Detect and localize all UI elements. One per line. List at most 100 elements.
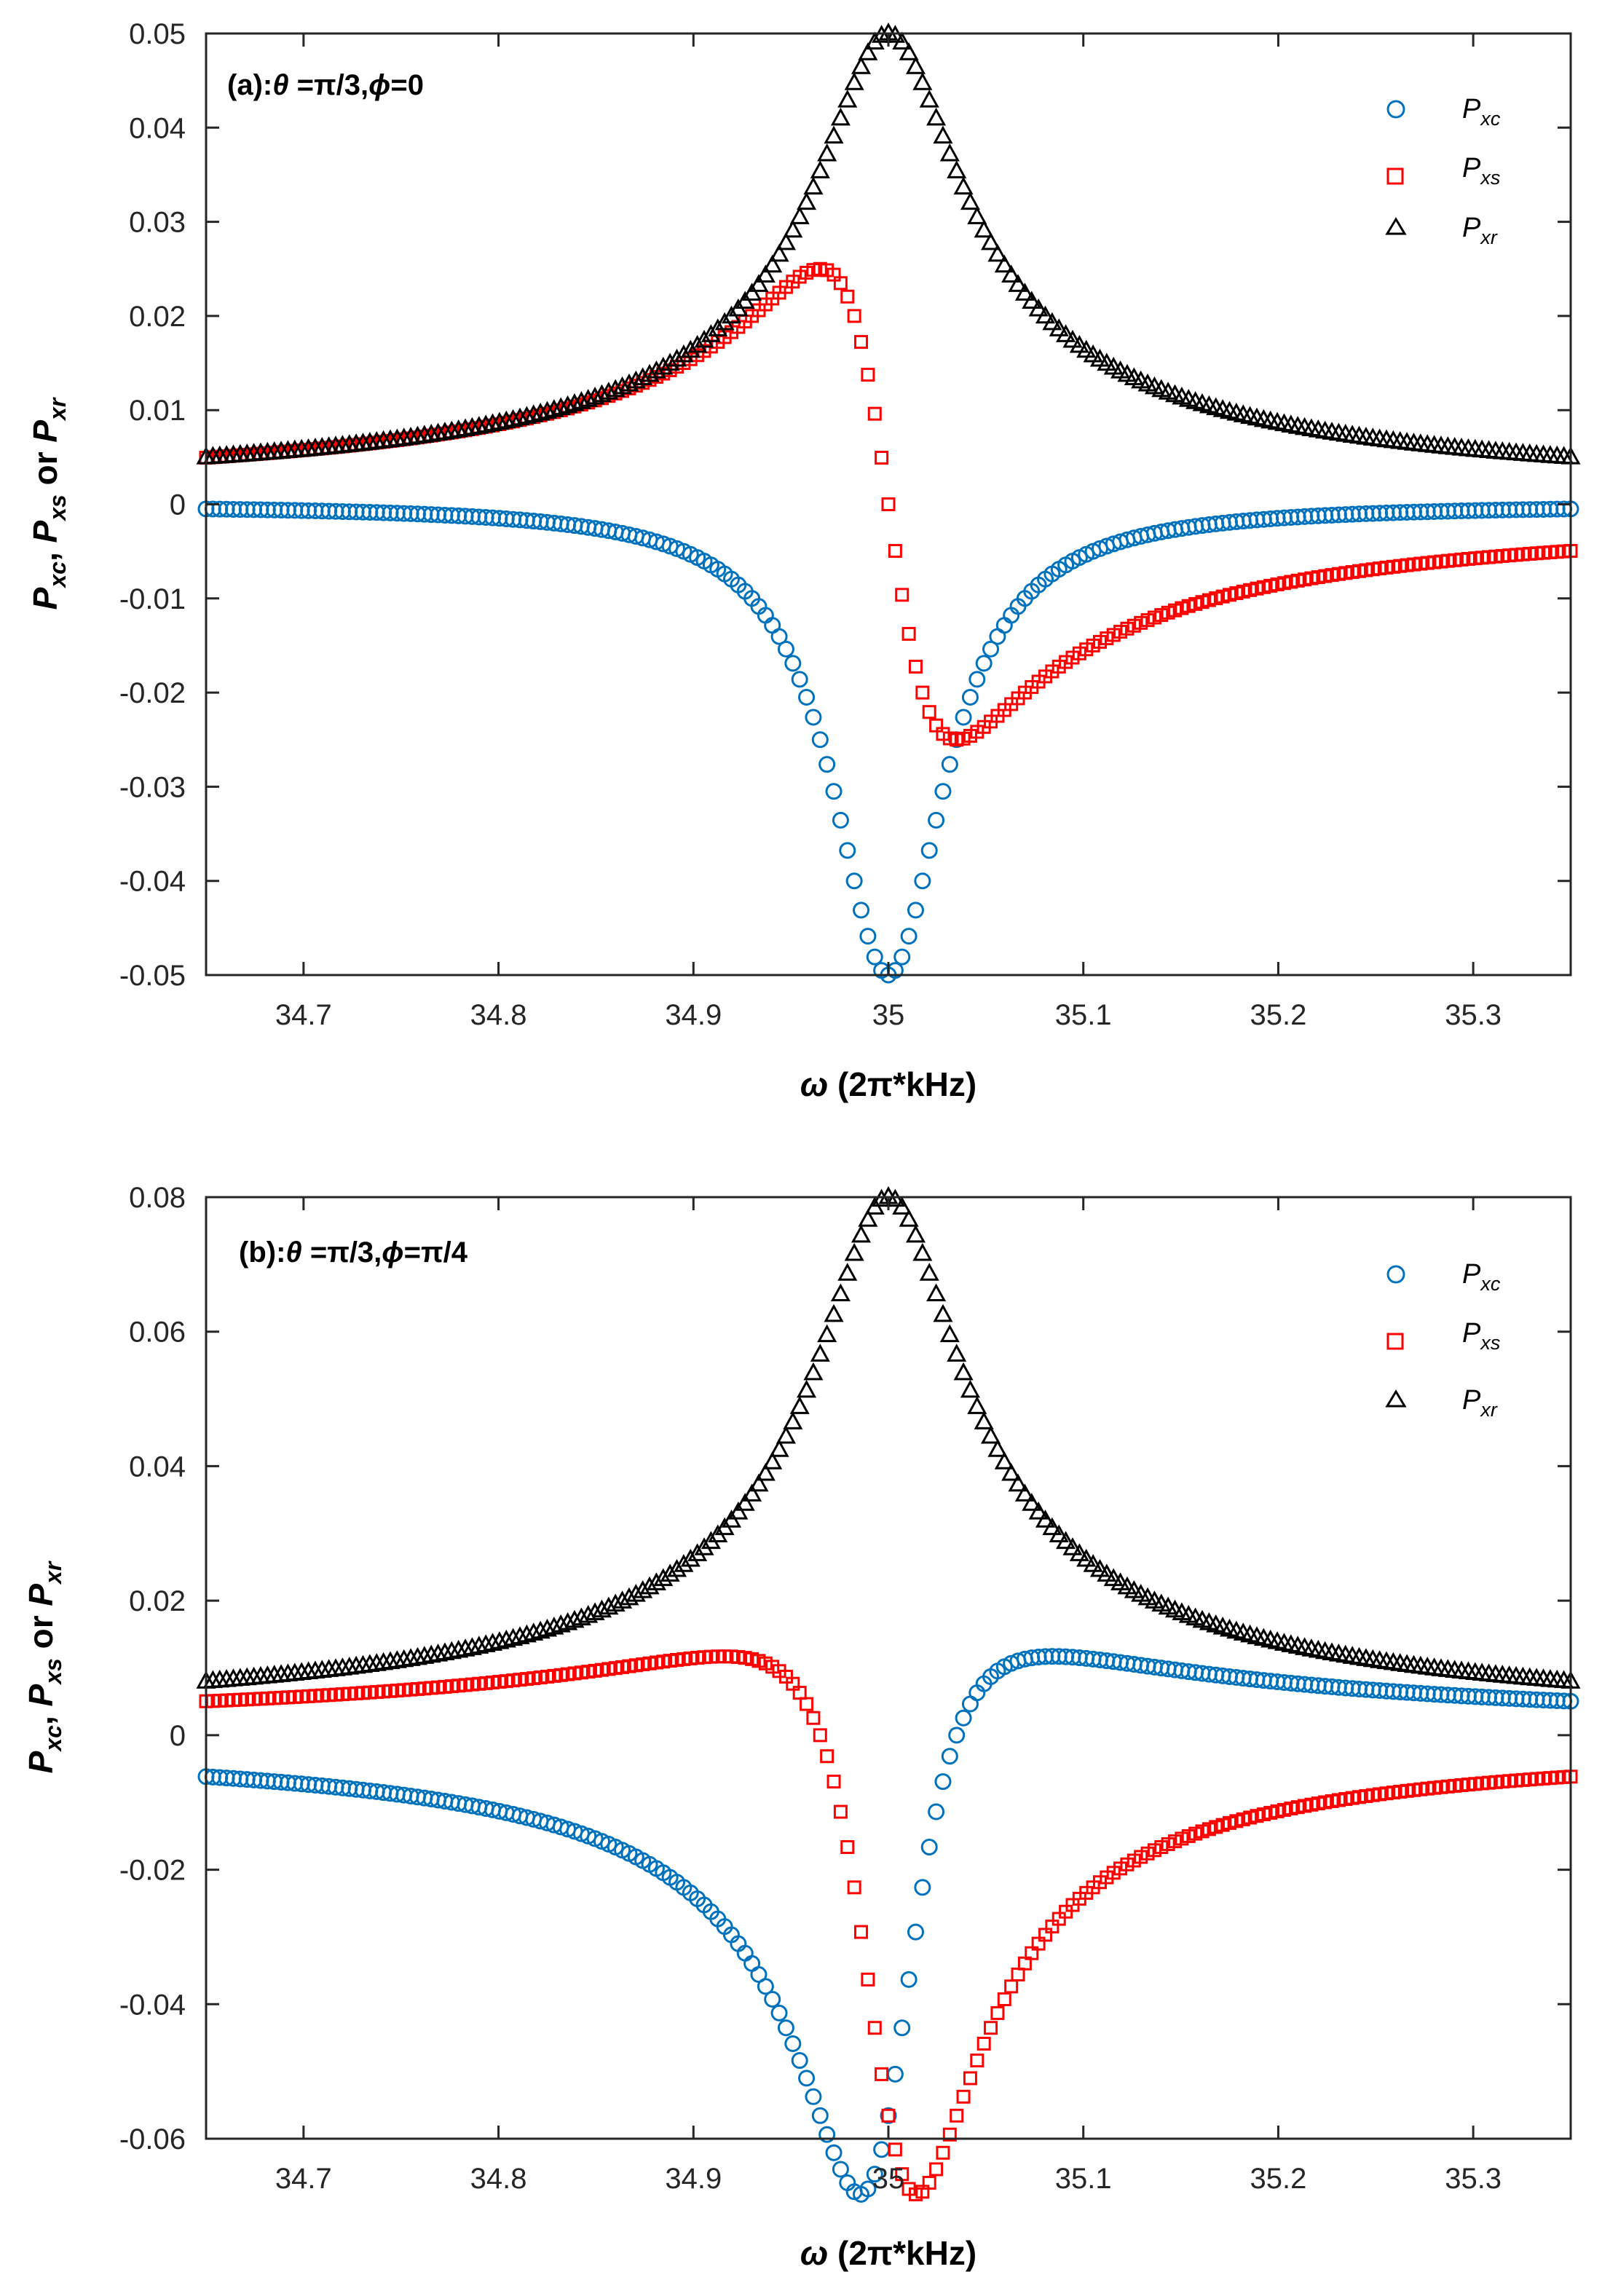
legend-entry-pxs: Pxs (1386, 153, 1500, 189)
y-tick-label: -0.06 (119, 2123, 186, 2155)
data-point-pxr (489, 411, 510, 430)
series-pxs (199, 1649, 1578, 2201)
series-pxc (197, 1648, 1579, 2203)
data-point-pxr (1069, 334, 1089, 353)
data-point-pxr (1001, 1462, 1022, 1481)
data-point-pxc (832, 811, 849, 829)
data-point-pxs (915, 685, 930, 700)
data-point-pxr (912, 72, 933, 90)
panel-b-legend: Pxc Pxs Pxr (1385, 1259, 1501, 1421)
legend-marker-triangle (1385, 1389, 1407, 1408)
data-point-pxc (825, 2144, 843, 2161)
data-point-pxc (873, 2141, 891, 2158)
data-point-pxr (1097, 1563, 1117, 1582)
data-point-pxs (813, 1728, 827, 1743)
data-point-pxr (755, 1462, 776, 1481)
data-point-pxr (612, 376, 633, 395)
data-point-pxr (926, 1283, 947, 1302)
data-point-pxs (854, 1925, 869, 1939)
y-tick-label: -0.04 (119, 866, 186, 898)
data-point-pxc (764, 1990, 781, 2008)
panel-a-series (196, 22, 1581, 984)
data-point-pxr (762, 254, 783, 273)
data-point-pxc (975, 655, 993, 672)
data-point-pxr (803, 1362, 824, 1381)
x-tick-label: 34.7 (275, 2163, 332, 2195)
legend-marker-circle (1386, 1265, 1405, 1284)
data-point-pxr (674, 1554, 694, 1572)
data-point-pxr (1028, 298, 1049, 317)
data-point-pxr (824, 125, 844, 144)
legend-marker-triangle (1385, 217, 1407, 235)
data-point-pxr (571, 391, 591, 409)
y-tick-label: -0.03 (119, 771, 186, 803)
data-point-pxr (960, 192, 980, 210)
legend-entry-pxr: Pxr (1385, 1385, 1498, 1421)
data-point-pxs (970, 2054, 985, 2068)
legend-marker-square (1386, 1333, 1404, 1350)
panel-a-axes-box (205, 32, 1572, 977)
x-tick-label: 35.2 (1250, 999, 1306, 1031)
data-point-pxr (687, 1543, 708, 1561)
data-point-pxr (537, 1618, 558, 1637)
data-point-pxr (469, 416, 489, 434)
data-point-pxr (789, 1396, 810, 1414)
y-tick-label: 0.06 (129, 1317, 186, 1349)
data-point-pxr (824, 1303, 844, 1322)
data-point-pxr (666, 348, 687, 367)
data-point-pxr (742, 1483, 762, 1502)
x-tick-label: 35 (872, 2163, 905, 2195)
data-point-pxs (875, 2067, 889, 2081)
data-point-pxr (1022, 1493, 1042, 1511)
y-tick-label: 0 (170, 489, 186, 521)
data-point-pxc (784, 655, 802, 672)
data-point-pxr (599, 1596, 619, 1615)
panel-a-y-label: Pxc, Pxs or Pxr (26, 397, 71, 609)
data-point-pxr (967, 1396, 987, 1414)
data-point-pxs (833, 276, 848, 291)
data-point-pxc (811, 2107, 829, 2124)
y-tick-label: 0.04 (129, 112, 186, 144)
data-point-pxr (1008, 1473, 1028, 1492)
y-tick-label: -0.04 (119, 1989, 186, 2021)
data-point-pxs (929, 2162, 944, 2177)
data-point-pxr (1062, 1537, 1083, 1555)
data-point-pxs (820, 1749, 834, 1764)
data-point-pxr (776, 1425, 796, 1444)
data-point-pxs (922, 2176, 936, 2190)
data-point-pxr (939, 143, 960, 162)
y-tick-label: -0.02 (119, 677, 186, 709)
data-point-pxc (914, 872, 931, 890)
data-point-pxs (1011, 1968, 1025, 1982)
data-point-pxr (858, 1209, 878, 1227)
data-point-pxs (888, 2142, 902, 2157)
data-point-pxr (1008, 274, 1028, 292)
data-point-pxr (619, 1587, 639, 1606)
data-point-pxc (866, 948, 883, 966)
data-point-pxc (866, 2166, 883, 2183)
data-point-pxr (783, 219, 803, 238)
x-tick-label: 35 (872, 999, 905, 1031)
data-point-pxr (1069, 1543, 1089, 1561)
data-point-pxs (867, 2021, 882, 2035)
data-point-pxc (941, 1748, 958, 1765)
data-point-pxr (530, 402, 551, 421)
data-point-pxc (805, 2088, 822, 2105)
y-tick-label: 0.04 (129, 1451, 186, 1483)
data-point-pxr (783, 1411, 803, 1429)
legend-entry-pxs: Pxs (1386, 1318, 1500, 1354)
data-point-pxr (462, 417, 482, 435)
y-tick-label: 0.03 (129, 207, 186, 239)
data-point-pxr (1042, 1517, 1062, 1536)
data-point-pxr (449, 419, 469, 438)
data-point-pxs (854, 335, 869, 350)
data-point-pxr (633, 367, 653, 385)
data-point-pxs (908, 659, 923, 674)
data-point-pxs (895, 588, 909, 602)
panel-a-x-label: ω (2π*kHz) (800, 1065, 976, 1103)
data-point-pxr (455, 418, 476, 437)
data-point-pxc (982, 640, 1000, 658)
x-tick-label: 34.9 (665, 999, 722, 1031)
data-point-pxr (476, 1634, 496, 1652)
data-point-pxr (1083, 1554, 1103, 1572)
